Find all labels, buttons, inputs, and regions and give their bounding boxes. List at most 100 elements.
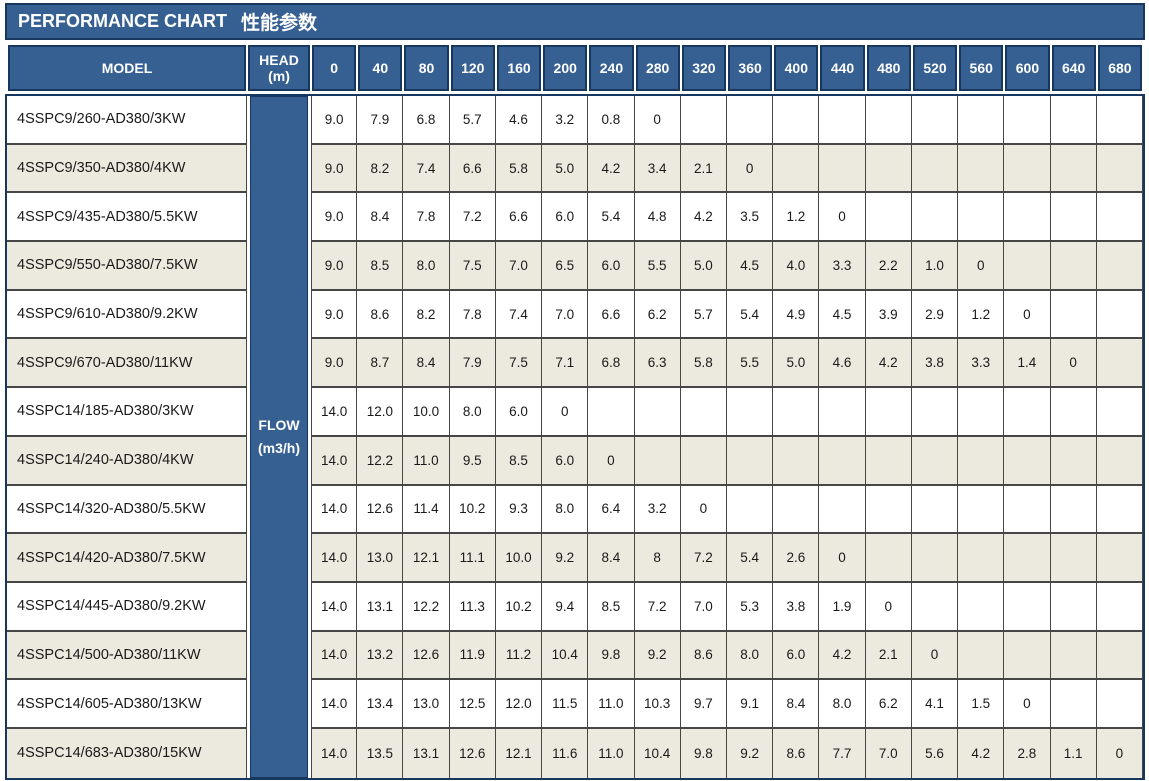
head-value-cell: 0 bbox=[819, 193, 866, 243]
model-cell: 4SSPC9/670-AD380/11KW bbox=[7, 339, 247, 389]
head-value-cell: 0.8 bbox=[588, 96, 635, 145]
head-value-cell: 8.0 bbox=[726, 631, 774, 681]
column-header-flow-320: 320 bbox=[681, 45, 727, 91]
head-value-cell: 8.6 bbox=[357, 290, 404, 340]
head-value-cell bbox=[819, 96, 866, 145]
model-cell: 4SSPC14/240-AD380/4KW bbox=[7, 436, 247, 486]
head-value-cell: 6.2 bbox=[634, 290, 681, 340]
column-header-flow-label: 160 bbox=[496, 45, 542, 91]
head-value-cell: 13.0 bbox=[403, 680, 450, 729]
head-value-cell: 11.0 bbox=[588, 680, 635, 729]
head-value-cell: 8.7 bbox=[357, 339, 404, 389]
head-value-cell bbox=[588, 388, 635, 437]
column-header-flow-360: 360 bbox=[727, 45, 773, 91]
head-value-cell: 4.6 bbox=[819, 339, 866, 389]
head-value-cell: 4.8 bbox=[634, 193, 681, 243]
head-value-cell bbox=[911, 436, 959, 486]
head-value-cell bbox=[1004, 242, 1051, 291]
head-value-cell: 14.0 bbox=[311, 436, 358, 486]
head-value-cell: 6.0 bbox=[542, 193, 589, 243]
head-value-cell bbox=[1004, 388, 1051, 437]
head-value-cell: 4.0 bbox=[773, 242, 820, 291]
column-header-flow-400: 400 bbox=[773, 45, 819, 91]
head-value-cell: 1.2 bbox=[773, 193, 820, 243]
head-value-cell: 0 bbox=[726, 144, 774, 194]
head-value-cell: 6.5 bbox=[542, 242, 589, 291]
head-value-cell: 1.4 bbox=[1004, 339, 1051, 389]
head-value-cell: 0 bbox=[1004, 680, 1051, 729]
head-value-cell: 13.1 bbox=[403, 728, 450, 778]
head-value-cell bbox=[773, 485, 820, 535]
model-cell: 4SSPC14/320-AD380/5.5KW bbox=[7, 485, 247, 535]
head-value-cell: 14.0 bbox=[311, 388, 358, 437]
head-value-cell bbox=[958, 485, 1005, 535]
head-value-cell: 5.6 bbox=[911, 728, 959, 778]
head-value-cell bbox=[1096, 193, 1143, 243]
head-value-cell bbox=[1004, 582, 1051, 632]
model-cell: 4SSPC14/500-AD380/11KW bbox=[7, 631, 247, 681]
head-value-cell bbox=[1004, 631, 1051, 681]
head-value-cell: 11.9 bbox=[449, 631, 496, 681]
head-value-cell: 14.0 bbox=[311, 582, 358, 632]
head-value-cell: 11.1 bbox=[449, 534, 496, 583]
head-value-cell: 5.5 bbox=[634, 242, 681, 291]
head-value-cell bbox=[911, 193, 959, 243]
head-value-cell: 6.0 bbox=[495, 388, 543, 437]
head-value-cell: 7.8 bbox=[403, 193, 450, 243]
head-value-cell: 10.2 bbox=[495, 582, 543, 632]
head-value-cell bbox=[1050, 582, 1097, 632]
column-header-flow-label: 480 bbox=[866, 45, 911, 91]
head-value-cell: 11.5 bbox=[542, 680, 589, 729]
head-value-cell: 5.0 bbox=[773, 339, 820, 389]
head-value-cell: 9.0 bbox=[311, 96, 358, 145]
head-value-cell: 5.4 bbox=[726, 290, 774, 340]
head-value-cell bbox=[1096, 290, 1143, 340]
head-value-cell: 7.4 bbox=[495, 290, 543, 340]
head-value-cell: 12.1 bbox=[495, 728, 543, 778]
head-value-cell: 7.1 bbox=[542, 339, 589, 389]
head-value-cell: 3.8 bbox=[911, 339, 959, 389]
head-value-cell: 5.7 bbox=[449, 96, 496, 145]
head-value-cell bbox=[634, 436, 681, 486]
head-value-cell: 8.6 bbox=[773, 728, 820, 778]
head-value-cell bbox=[911, 144, 959, 194]
head-value-cell bbox=[1050, 144, 1097, 194]
model-cell: 4SSPC14/420-AD380/7.5KW bbox=[7, 534, 247, 583]
head-value-cell: 3.2 bbox=[634, 485, 681, 535]
head-value-cell: 14.0 bbox=[311, 631, 358, 681]
head-value-cell: 10.0 bbox=[403, 388, 450, 437]
head-value-cell: 4.6 bbox=[495, 96, 543, 145]
column-header-flow-40: 40 bbox=[357, 45, 403, 91]
head-value-cell: 7.0 bbox=[680, 582, 727, 632]
head-value-cell: 11.4 bbox=[403, 485, 450, 535]
column-header-flow-560: 560 bbox=[958, 45, 1004, 91]
model-cell: 4SSPC9/550-AD380/7.5KW bbox=[7, 242, 247, 291]
head-value-cell: 9.0 bbox=[311, 242, 358, 291]
head-value-cell bbox=[1050, 388, 1097, 437]
head-value-cell bbox=[680, 96, 727, 145]
head-value-cell: 0 bbox=[1050, 339, 1097, 389]
head-value-cell bbox=[1050, 436, 1097, 486]
column-header-head: HEAD (m) bbox=[247, 45, 311, 91]
head-value-cell bbox=[819, 436, 866, 486]
head-value-cell: 3.4 bbox=[634, 144, 681, 194]
head-value-cell: 6.6 bbox=[449, 144, 496, 194]
head-value-cell: 12.5 bbox=[449, 680, 496, 729]
column-header-flow-label: 320 bbox=[681, 45, 726, 91]
head-value-cell: 9.0 bbox=[311, 339, 358, 389]
head-value-cell bbox=[1050, 242, 1097, 291]
head-value-cell bbox=[958, 534, 1005, 583]
head-value-cell: 8 bbox=[634, 534, 681, 583]
head-value-cell bbox=[1004, 96, 1051, 145]
model-cell: 4SSPC14/683-AD380/15KW bbox=[7, 728, 247, 778]
head-value-cell: 12.6 bbox=[403, 631, 450, 681]
head-value-cell bbox=[865, 388, 912, 437]
head-value-cell bbox=[958, 631, 1005, 681]
column-header-flow-label: 680 bbox=[1097, 45, 1142, 91]
head-value-cell: 11.2 bbox=[495, 631, 543, 681]
head-value-cell: 9.8 bbox=[680, 728, 727, 778]
model-cell: 4SSPC9/350-AD380/4KW bbox=[7, 144, 247, 194]
head-value-cell: 5.4 bbox=[726, 534, 774, 583]
head-value-cell: 7.0 bbox=[865, 728, 912, 778]
